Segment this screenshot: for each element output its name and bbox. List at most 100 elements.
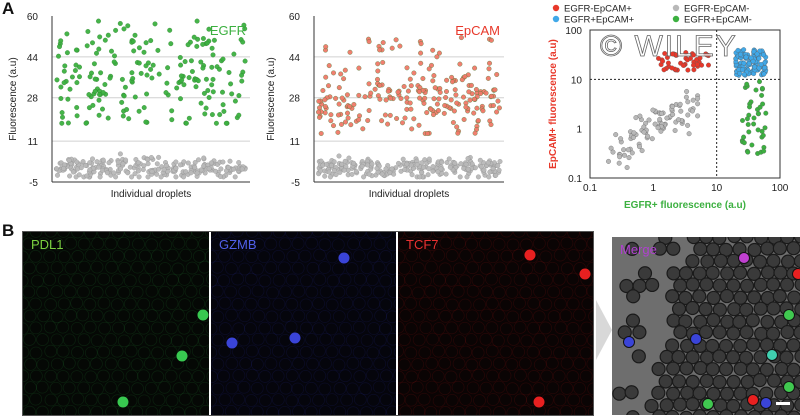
data-point	[449, 74, 455, 80]
droplet	[232, 322, 246, 336]
data-point	[181, 174, 187, 180]
droplet	[29, 392, 43, 406]
droplet	[204, 250, 209, 263]
droplet	[373, 237, 387, 251]
data-point	[326, 169, 332, 175]
data-point	[670, 112, 676, 117]
egfr-scatter-chart: -5 11 28 44 60 Fluorescence (a.u) Individual d…	[8, 12, 250, 200]
data-point	[339, 95, 345, 101]
data-point	[629, 150, 635, 156]
droplet	[306, 310, 319, 324]
droplet	[110, 298, 124, 312]
droplet	[560, 236, 574, 250]
droplet	[452, 406, 466, 415]
droplet	[211, 260, 224, 274]
droplet	[553, 393, 567, 407]
droplet	[774, 409, 789, 415]
droplet	[259, 232, 273, 239]
data-point	[383, 166, 389, 172]
droplet	[299, 370, 312, 383]
droplet	[546, 261, 559, 275]
droplet	[499, 298, 513, 312]
data-point	[669, 104, 675, 109]
droplet	[453, 334, 466, 348]
droplet	[372, 380, 386, 394]
droplet	[567, 249, 581, 262]
droplet	[271, 344, 285, 358]
droplet	[373, 357, 387, 371]
data-point	[443, 95, 449, 100]
droplet	[527, 321, 540, 335]
data-point	[242, 58, 248, 64]
droplet	[325, 322, 338, 336]
droplet	[332, 358, 346, 372]
data-point	[473, 87, 479, 92]
droplet	[706, 290, 721, 306]
droplet	[239, 357, 253, 370]
data-point	[357, 113, 362, 119]
droplet	[23, 285, 36, 299]
droplet	[426, 332, 440, 346]
data-point	[351, 160, 357, 166]
data-point	[366, 108, 372, 113]
data-point	[322, 97, 328, 103]
droplet	[43, 273, 57, 287]
droplet	[257, 296, 271, 310]
data-point	[404, 95, 410, 101]
droplet	[205, 298, 209, 311]
data-point	[493, 172, 499, 178]
droplet	[346, 406, 360, 415]
data-point	[345, 115, 351, 121]
droplet	[472, 321, 485, 335]
droplet	[739, 302, 754, 317]
droplet	[29, 321, 43, 335]
merge-label: Merge	[620, 242, 657, 257]
data-point	[183, 169, 189, 175]
data-point	[426, 156, 432, 162]
data-point	[735, 47, 741, 53]
data-point	[318, 158, 324, 164]
droplet	[727, 302, 742, 317]
y-tick-label: 10	[571, 75, 583, 86]
droplet	[231, 272, 245, 286]
data-point	[84, 173, 90, 179]
chart-title: EpCAM	[455, 23, 500, 38]
droplet	[305, 236, 319, 250]
data-point	[125, 170, 131, 176]
droplet	[666, 313, 681, 328]
arrow-chevron-icon	[596, 300, 612, 360]
data-point	[396, 160, 401, 166]
droplet	[117, 286, 131, 299]
droplet	[144, 333, 158, 347]
droplet	[231, 297, 245, 311]
droplet	[753, 350, 768, 365]
data-point	[645, 133, 651, 139]
droplet	[225, 381, 239, 395]
data-point	[92, 76, 98, 82]
data-point	[182, 59, 188, 65]
data-point	[481, 167, 487, 173]
droplet	[552, 272, 566, 286]
droplet	[424, 405, 438, 415]
data-point	[201, 163, 207, 169]
droplet	[318, 238, 332, 252]
droplet	[372, 285, 386, 299]
data-point	[60, 114, 65, 120]
droplet	[793, 254, 800, 269]
droplet	[353, 393, 367, 406]
data-point	[107, 75, 113, 81]
data-point	[163, 90, 169, 96]
data-point	[485, 160, 491, 166]
data-point	[430, 78, 436, 84]
droplet	[327, 232, 340, 239]
data-point	[338, 71, 344, 77]
droplet	[473, 298, 486, 312]
data-point	[120, 113, 126, 119]
droplet	[218, 344, 232, 358]
droplet	[533, 358, 547, 372]
data-point	[54, 77, 60, 83]
data-point	[755, 111, 761, 117]
droplet	[719, 409, 734, 415]
droplet	[459, 393, 473, 406]
data-point	[220, 89, 225, 95]
